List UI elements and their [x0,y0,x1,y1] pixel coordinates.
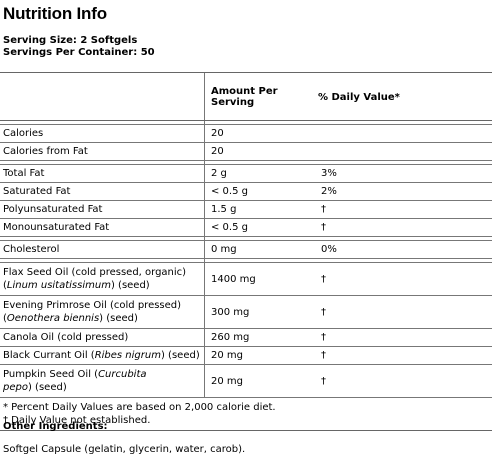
nutrient-name: Total Fat [0,164,205,183]
nutrient-amount: 1400 mg [204,262,314,296]
nutrient-name: Calories [0,124,205,143]
latin-name: Curcubita [98,369,147,380]
nutrient-name: Cholesterol [0,240,205,259]
table-row: Monounsaturated Fat < 0.5 g † [0,218,492,237]
nutrient-name: Canola Oil (cold pressed) [0,328,205,347]
latin-name: Linum usitatissimum [6,280,111,291]
latin-name-cont: pepo [3,382,28,393]
header-amount: Amount Per Serving [204,73,314,121]
footnotes: * Percent Daily Values are based on 2,00… [0,398,492,430]
nutrient-amount: 2 g [204,164,314,183]
table-gap [0,160,492,165]
header-daily-value: % Daily Value* [314,73,492,121]
nutrient-dv: † [314,364,492,398]
table-row: Saturated Fat < 0.5 g 2% [0,182,492,201]
nutrient-name: Monounsaturated Fat [0,218,205,237]
nutrient-name: Flax Seed Oil (cold pressed, organic) (Li… [0,262,205,296]
servings-per-container: Servings Per Container: 50 [3,47,155,58]
nutrient-dv: † [314,200,492,219]
table-row: Flax Seed Oil (cold pressed, organic) (Li… [0,262,492,296]
part-used: ) (seed) [27,382,67,393]
part-used: (seed) [114,280,150,291]
table-row: Calories from Fat 20 [0,142,492,161]
latin-name: Ribes nigrum [94,350,161,361]
nutrient-amount: < 0.5 g [204,218,314,237]
table-row: Canola Oil (cold pressed) 260 mg † [0,328,492,347]
page-title: Nutrition Info [3,4,107,23]
part-used: (seed) [103,313,138,324]
header-nutrient [0,73,205,121]
nutrient-name: Polyunsaturated Fat [0,200,205,219]
part-used: ) (seed) [160,350,200,361]
nutrient-name: Black Currant Oil (Ribes nigrum) (seed) [0,346,205,365]
table-row: Pumpkin Seed Oil (Curcubita pepo) (seed) … [0,364,492,398]
footnote-percent: * Percent Daily Values are based on 2,00… [3,402,276,413]
table-row: Polyunsaturated Fat 1.5 g † [0,200,492,219]
serving-size: Serving Size: 2 Softgels [3,35,138,46]
nutrient-name-text: Evening Primrose Oil (cold pressed) [3,300,182,311]
nutrient-name: Pumpkin Seed Oil (Curcubita pepo) (seed) [0,364,205,398]
table-row: Cholesterol 0 mg 0% [0,240,492,259]
table-row: Calories 20 [0,124,492,143]
nutrient-name-text: Flax Seed Oil (cold pressed, organic) [3,267,187,278]
nutrient-amount: 20 [204,142,314,161]
nutrient-dv: † [314,295,492,329]
nutrient-name-text: Pumpkin Seed Oil ( [3,369,99,380]
nutrient-amount: < 0.5 g [204,182,314,201]
nutrient-amount: 0 mg [204,240,314,259]
table-row: Evening Primrose Oil (cold pressed) (Oeno… [0,295,492,329]
nutrient-dv: † [314,346,492,365]
nutrient-dv: † [314,328,492,347]
nutrient-dv: † [314,262,492,296]
serving-info: Serving Size: 2 Softgels Servings Per Co… [3,35,155,59]
nutrition-table: Amount Per Serving % Daily Value* Calori… [0,73,492,398]
nutrient-amount: 1.5 g [204,200,314,219]
nutrient-dv [314,124,492,143]
nutrient-amount: 260 mg [204,328,314,347]
latin-name: Oenothera biennis [6,313,100,324]
table-row: Black Currant Oil (Ribes nigrum) (seed) … [0,346,492,365]
other-ingredients-text: Softgel Capsule (gelatin, glycerin, wate… [3,444,246,455]
nutrient-name: Calories from Fat [0,142,205,161]
nutrient-name: Evening Primrose Oil (cold pressed) (Oeno… [0,295,205,329]
nutrient-dv [314,142,492,161]
nutrient-amount: 300 mg [204,295,314,329]
nutrient-amount: 20 mg [204,346,314,365]
nutrient-dv: 3% [314,164,492,183]
table-gap [0,258,492,263]
other-ingredients-label: Other Ingredients: [3,421,108,432]
nutrient-dv: 2% [314,182,492,201]
nutrient-name: Saturated Fat [0,182,205,201]
table-gap [0,236,492,241]
table-row: Total Fat 2 g 3% [0,164,492,183]
nutrient-amount: 20 [204,124,314,143]
nutrient-dv: † [314,218,492,237]
footnote-dagger: † Daily Value not established. [3,415,151,426]
table-header: Amount Per Serving % Daily Value* [0,73,492,121]
table-gap [0,120,492,125]
nutrient-name-text: Black Currant Oil ( [3,350,95,361]
nutrient-amount: 20 mg [204,364,314,398]
nutrition-table-panel: Amount Per Serving % Daily Value* Calori… [0,72,492,431]
nutrient-dv: 0% [314,240,492,259]
